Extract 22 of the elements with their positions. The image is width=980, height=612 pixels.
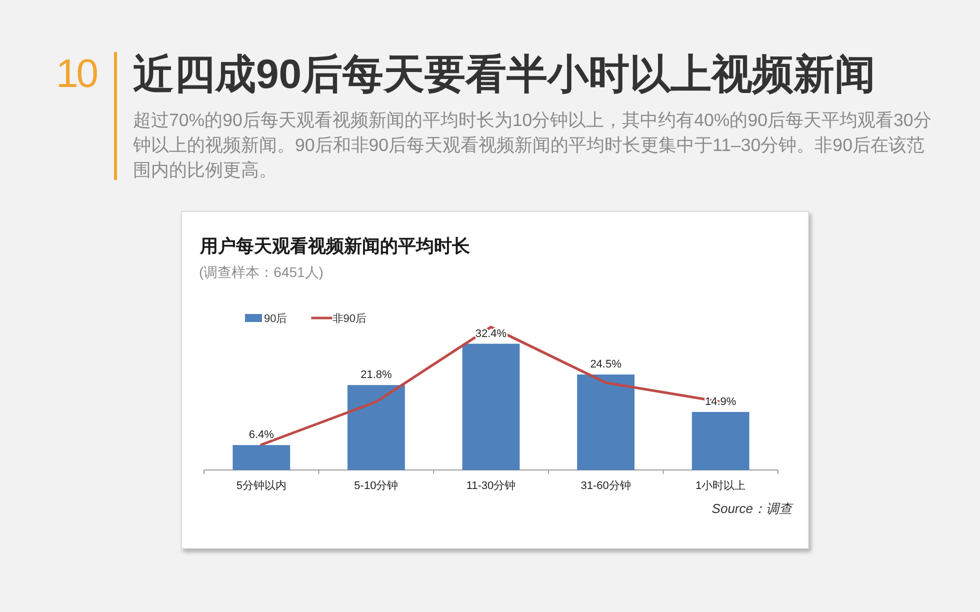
annotation: 近四成90后每天要看半小时以上视频新闻 [133,50,876,98]
data-label: 24.5% [590,358,622,371]
data-label: 21.8% [360,369,392,382]
data-label: 14.9% [705,396,736,408]
bar [348,385,405,470]
bar [577,374,634,470]
bar [462,344,520,470]
bar [692,412,750,470]
annotation: 10 [56,52,96,96]
chart-title: 用户每天观看视频新闻的平均时长 [199,236,471,256]
x-tick-label: 31-60分钟 [580,480,631,492]
x-tick-label: 1小时以上 [696,479,746,492]
x-tick-label: 11-30分钟 [466,480,516,492]
legend-label: 非90后 [332,312,366,325]
legend-label: 90后 [264,312,288,325]
x-tick-label: 5分钟以内 [236,479,286,492]
chart-subtitle: (调查样本：6451人) [199,264,324,280]
annotation: 超过70%的90后每天观看视频新闻的平均时长为10分钟以上，其中约有40%的90后每天平均观看30分钟以上的视频新闻。90后和非90后每天观看视频新闻的平均时长更集中于11–30分钟。非90后在该范围内的比例更高。 [133,109,932,182]
data-label: 6.4% [248,429,274,442]
source-note: Source：调查 [712,501,794,516]
x-tick-label: 5-10分钟 [354,480,398,492]
bar [232,445,290,470]
